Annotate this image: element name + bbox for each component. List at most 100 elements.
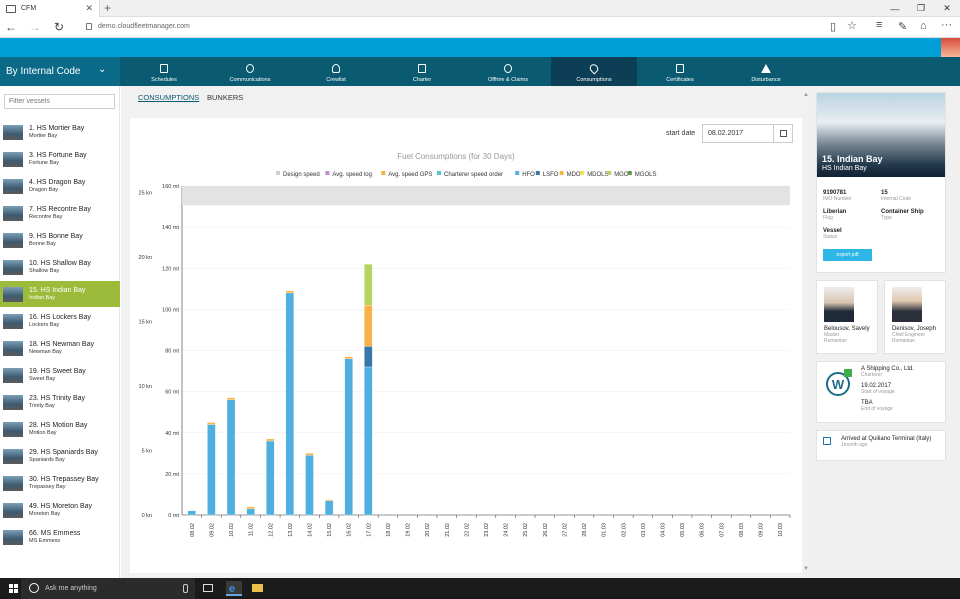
vessel-thumbnail xyxy=(3,421,23,437)
main-scrollbar[interactable]: ▲ ▼ xyxy=(802,92,810,572)
reading-view-icon[interactable]: ▯ xyxy=(830,21,837,33)
crew-nationality: Romanian xyxy=(824,338,847,344)
vessel-item[interactable]: 15. HS Indian Bay Indian Bay xyxy=(0,281,120,307)
vessel-item[interactable]: 19. HS Sweet Bay Sweet Bay xyxy=(0,362,120,388)
vessel-item[interactable]: 28. HS Motion Bay Motion Bay xyxy=(0,416,120,442)
more-icon[interactable]: ··· xyxy=(941,19,952,31)
export-pdf-button[interactable]: export pdf xyxy=(823,249,872,261)
vessel-item[interactable]: 4. HS Dragon Bay Dragon Bay xyxy=(0,173,120,199)
bar-hfo xyxy=(305,455,314,516)
x-tick-label: 23.02 xyxy=(484,523,490,537)
y-right-tick: 15 kn xyxy=(139,319,152,325)
x-tick-label: 16.02 xyxy=(347,523,353,537)
drop-icon xyxy=(587,62,601,75)
nav-consumptions[interactable]: Consumptions xyxy=(551,57,637,86)
nav-crewlist[interactable]: Crewlist xyxy=(293,57,379,86)
notes-icon[interactable]: ✎ xyxy=(898,21,908,33)
vessel-item[interactable]: 10. HS Shallow Bay Shallow Bay xyxy=(0,254,120,280)
vessel-subname: Fortune Bay xyxy=(29,159,59,166)
bar-hfo xyxy=(207,424,216,516)
tab-consumptions[interactable]: CONSUMPTIONS xyxy=(138,93,200,102)
legend-swatch xyxy=(515,171,520,175)
y-left-tick: 60 mt xyxy=(165,390,179,396)
restore-icon[interactable]: ❐ xyxy=(916,3,926,13)
vessel-item[interactable]: 66. MS Emmess MS Emmess xyxy=(0,524,120,550)
y-left-tick: 160 mt xyxy=(162,184,179,190)
bar-mdo xyxy=(324,499,334,501)
vessel-item[interactable]: 16. HS Lockers Bay Lockers Bay xyxy=(0,308,120,334)
close-tab-icon[interactable]: ✕ xyxy=(85,3,93,13)
share-icon[interactable]: ⌂ xyxy=(920,20,927,32)
vessel-item[interactable]: 29. HS Spaniards Bay Spaniards Bay xyxy=(0,443,120,469)
vessel-item[interactable]: 30. HS Trepassey Bay Trepassey Bay xyxy=(0,470,120,496)
x-tick-label: 06.03 xyxy=(700,523,706,537)
x-tick-label: 13.02 xyxy=(288,523,294,537)
refresh-icon[interactable]: ↻ xyxy=(53,20,65,34)
file-explorer-icon[interactable] xyxy=(250,581,266,596)
legend-swatch xyxy=(535,171,540,175)
forward-icon[interactable]: → xyxy=(29,20,41,34)
bar-mdo xyxy=(207,422,216,425)
vessel-item[interactable]: 3. HS Fortune Bay Fortune Bay xyxy=(0,146,120,172)
vessel-subname: Mortier Bay xyxy=(29,132,58,139)
nav-disturbance[interactable]: Disturbance xyxy=(723,57,809,86)
legend-swatch xyxy=(381,171,386,175)
minimize-icon[interactable]: — xyxy=(890,3,900,14)
x-tick-label: 18.02 xyxy=(386,523,392,537)
legend-label: Charterer speed order xyxy=(444,172,503,178)
vessel-item[interactable]: 49. HS Moreton Bay Moreton Bay xyxy=(0,497,120,523)
url-field[interactable]: demo.cloudfleetmanager.com xyxy=(98,23,190,30)
user-avatar[interactable] xyxy=(941,38,960,57)
calendar-button[interactable] xyxy=(773,124,793,143)
new-tab-button[interactable]: + xyxy=(104,1,112,15)
bar-mdo xyxy=(266,438,275,442)
nav-communications[interactable]: Communications xyxy=(207,57,293,86)
taskbar-search-input[interactable]: Ask me anything xyxy=(21,578,195,599)
bar-hfo xyxy=(344,358,353,516)
vessel-item[interactable]: 23. HS Trinity Bay Trinity Bay xyxy=(0,389,120,415)
favorite-star-icon[interactable]: ☆ xyxy=(847,20,857,32)
vessel-thumbnail xyxy=(3,529,23,545)
task-view-icon[interactable] xyxy=(200,581,216,596)
nav-offhire-claims[interactable]: Offhire & Claims xyxy=(465,57,551,86)
event-card[interactable] xyxy=(816,430,946,461)
microphone-icon[interactable] xyxy=(183,584,188,593)
vessel-subname: MS Emmess xyxy=(29,537,61,544)
filter-vessels-input[interactable] xyxy=(4,94,115,109)
percent-icon xyxy=(504,64,512,73)
start-date-input[interactable]: 08.02.2017 xyxy=(702,124,774,143)
vessel-thumbnail xyxy=(3,232,23,248)
vessel-thumbnail xyxy=(3,259,23,275)
crew-card-chief-engineer[interactable]: Denisov, Joseph Chief Engineer Romanian xyxy=(884,280,946,354)
vessel-item[interactable]: 9. HS Bonne Bay Bonne Bay xyxy=(0,227,120,253)
edge-browser-icon[interactable]: e xyxy=(226,581,242,596)
x-tick-label: 05.03 xyxy=(680,523,686,537)
vessel-thumbnail xyxy=(3,340,23,356)
browser-tab[interactable]: CFM ✕ xyxy=(0,0,100,17)
nav-charter[interactable]: Charter xyxy=(379,57,465,86)
hub-icon[interactable]: ≡ xyxy=(876,19,883,31)
legend-label: LSFO xyxy=(543,172,559,178)
windows-start-icon[interactable] xyxy=(9,584,18,593)
crew-card-master[interactable]: Belousov, Savely Master Romanian xyxy=(816,280,878,354)
x-tick-label: 10.03 xyxy=(778,523,784,537)
vessel-thumbnail xyxy=(3,502,23,518)
close-window-icon[interactable]: ✕ xyxy=(943,3,951,13)
back-icon[interactable]: ← xyxy=(5,20,17,34)
nav-schedules[interactable]: Schedules xyxy=(121,57,207,86)
vessel-item[interactable]: 7. HS Recontre Bay Recontre Bay xyxy=(0,200,120,226)
vessel-item[interactable]: 18. HS Newman Bay Newman Bay xyxy=(0,335,120,361)
legend-label: Avg. speed GPS xyxy=(388,172,432,178)
vessel-subname: Indian Bay xyxy=(29,294,55,301)
imo-number: 9190781 IMO Number xyxy=(823,190,852,202)
x-tick-label: 08.03 xyxy=(739,523,745,537)
nav-certificates[interactable]: Certificates xyxy=(637,57,723,86)
crew-role: Chief Engineer xyxy=(892,332,926,338)
tab-bunkers[interactable]: BUNKERS xyxy=(207,93,244,102)
y-right-tick: 10 kn xyxy=(139,384,152,390)
y-left-tick: 80 mt xyxy=(165,349,179,355)
group-by-dropdown[interactable]: By Internal Code ⌄ xyxy=(0,57,120,86)
vessel-item[interactable]: 1. HS Mortier Bay Mortier Bay xyxy=(0,119,120,145)
vessel-name: 23. HS Trinity Bay xyxy=(29,394,86,402)
calendar-icon xyxy=(823,437,831,445)
